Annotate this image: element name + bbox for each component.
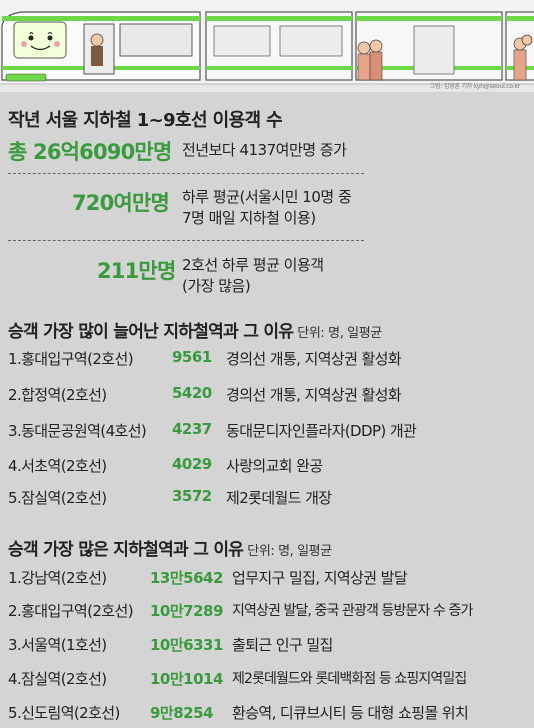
subway-train-illustration — [0, 11, 534, 92]
table-row: 1.강남역(2호선) 13만5642 업무지구 밀집, 지역상권 발달 — [0, 567, 534, 591]
station-value: 3572 — [172, 487, 212, 505]
stat-line2-desc-line-1: 2호선 하루 평균 이용객 — [182, 256, 324, 274]
stat-daily-desc-line-2: 7명 매일 지하철 이용) — [182, 209, 316, 227]
section-growth-title: 승객 가장 많이 늘어난 지하철역과 그 이유 — [8, 322, 294, 342]
stat-line2-desc-line-2: (가장 많음) — [182, 277, 251, 295]
table-row: 5.신도림역(2호선) 9만8254 환승역, 디큐브시티 등 대형 쇼핑몰 위… — [0, 702, 534, 726]
station-reason: 동대문디자인플라자(DDP) 개관 — [226, 422, 417, 440]
station-name: 3.서울역(1호선) — [8, 636, 107, 654]
station-reason: 환승역, 디큐브시티 등 대형 쇼핑몰 위치 — [232, 704, 469, 722]
station-value: 9만8254 — [150, 704, 214, 722]
station-reason: 출퇴근 인구 밀집 — [232, 636, 333, 654]
stat-daily-desc-line-1: 하루 평균(서울시민 10명 중 — [182, 188, 352, 206]
stat-daily: 720여만명 — [72, 187, 170, 217]
station-value: 10만6331 — [150, 636, 223, 654]
stat-total: 총 26억6090만명 — [8, 136, 172, 166]
station-value: 4237 — [172, 420, 212, 438]
section-busiest-unit: 단위: 명, 일평균 — [247, 544, 332, 559]
table-row: 2.합정역(2호선) 5420 경의선 개통, 지역상권 활성화 — [0, 384, 534, 408]
page-title: 작년 서울 지하철 1~9호선 이용객 수 — [8, 110, 283, 131]
illustration-credit: 그림: 김영훈 기자 kyh@seoul.co.kr — [429, 83, 521, 90]
stat-line2-desc: 2호선 하루 평균 이용객 (가장 많음) — [182, 255, 324, 297]
table-row: 5.잠실역(2호선) 3572 제2롯데월드 개장 — [0, 487, 534, 511]
table-row: 2.홍대입구역(2호선) 10만7289 지역상권 발달, 중국 관광객 등방문… — [0, 600, 534, 624]
station-name: 3.동대문공원역(4호선) — [8, 422, 147, 440]
station-reason: 지역상권 발달, 중국 관광객 등방문자 수 증가 — [232, 603, 473, 619]
station-name: 2.합정역(2호선) — [8, 386, 107, 404]
subway-illustration: 그림: 김영훈 기자 kyh@seoul.co.kr — [0, 0, 534, 92]
section-busiest-title: 승객 가장 많은 지하철역과 그 이유 — [8, 540, 244, 560]
stat-daily-value: 720여만명 — [72, 191, 170, 215]
station-value: 4029 — [172, 455, 212, 473]
station-value: 13만5642 — [150, 569, 223, 587]
station-reason: 경의선 개통, 지역상권 활성화 — [226, 350, 402, 368]
station-value: 9561 — [172, 348, 212, 366]
stat-daily-desc: 하루 평균(서울시민 10명 중 7명 매일 지하철 이용) — [182, 187, 352, 229]
station-reason: 사랑의교회 완공 — [226, 457, 323, 475]
station-value: 5420 — [172, 384, 212, 402]
station-reason: 제2롯데월드 개장 — [226, 489, 332, 507]
section-busiest-heading: 승객 가장 많은 지하철역과 그 이유 단위: 명, 일평균 — [8, 535, 332, 560]
station-name: 4.잠실역(2호선) — [8, 670, 107, 688]
station-name: 1.홍대입구역(2호선) — [8, 350, 134, 368]
train-middle-car — [205, 11, 353, 81]
station-name: 5.잠실역(2호선) — [8, 489, 107, 507]
station-name: 2.홍대입구역(2호선) — [8, 602, 134, 620]
divider — [8, 240, 364, 241]
divider — [8, 173, 364, 174]
stat-line2-value: 211만명 — [97, 259, 176, 283]
station-name: 4.서초역(2호선) — [8, 457, 107, 475]
table-row: 4.잠실역(2호선) 10만1014 제2롯데월드와 롯데백화점 등 쇼핑지역밀… — [0, 668, 534, 692]
station-value: 10만7289 — [150, 602, 223, 620]
station-reason: 제2롯데월드와 롯데백화점 등 쇼핑지역밀집 — [232, 671, 467, 687]
train-front-car — [1, 11, 201, 82]
station-name: 1.강남역(2호선) — [8, 569, 107, 587]
stat-line2: 211만명 — [97, 255, 176, 285]
table-row: 3.서울역(1호선) 10만6331 출퇴근 인구 밀집 — [0, 634, 534, 658]
section-growth-heading: 승객 가장 많이 늘어난 지하철역과 그 이유 단위: 명, 일평균 — [8, 317, 382, 342]
table-row: 4.서초역(2호선) 4029 사랑의교회 완공 — [0, 455, 534, 479]
table-row: 1.홍대입구역(2호선) 9561 경의선 개통, 지역상권 활성화 — [0, 348, 534, 372]
station-name: 5.신도림역(2호선) — [8, 704, 120, 722]
table-row: 3.동대문공원역(4호선) 4237 동대문디자인플라자(DDP) 개관 — [0, 420, 534, 444]
station-reason: 경의선 개통, 지역상권 활성화 — [226, 386, 402, 404]
stat-total-desc: 전년보다 4137여만명 증가 — [182, 140, 347, 161]
station-reason: 업무지구 밀집, 지역상권 발달 — [232, 569, 408, 587]
station-value: 10만1014 — [150, 670, 223, 688]
section-growth-unit: 단위: 명, 일평균 — [297, 326, 382, 341]
passenger-figures — [357, 34, 533, 81]
stat-total-desc-line: 전년보다 4137여만명 증가 — [182, 141, 347, 159]
stat-total-value: 총 26억6090만명 — [8, 140, 172, 164]
